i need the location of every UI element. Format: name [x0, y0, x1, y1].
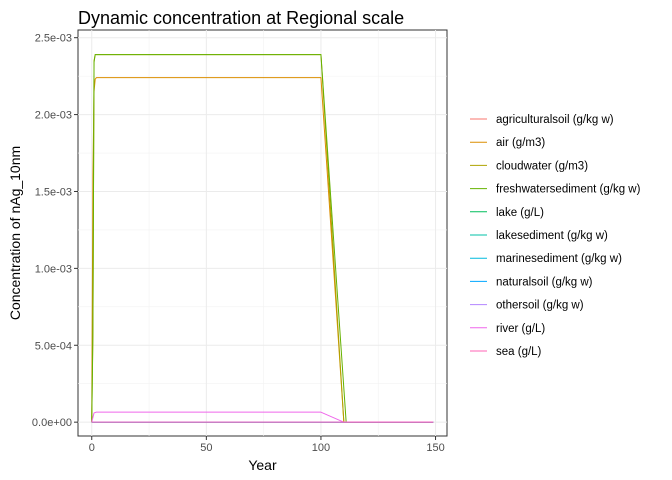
y-tick-label: 0.0e+00	[32, 417, 72, 429]
legend-label: lakesediment (g/kg w)	[496, 230, 608, 242]
x-tick-label: 100	[312, 442, 330, 454]
series-line	[91, 54, 434, 423]
legend-label: sea (g/L)	[496, 346, 542, 358]
legend-label: agriculturalsoil (g/kg w)	[496, 114, 614, 126]
y-tick-label: 5.0e-04	[35, 340, 72, 352]
y-axis-title: Concentration of nAg_10nm	[7, 146, 23, 320]
x-tick-label: 150	[426, 442, 444, 454]
chart-title: Dynamic concentration at Regional scale	[78, 8, 404, 28]
x-axis-title: Year	[248, 457, 277, 473]
y-axis: 0.0e+00 5.0e-04 1.0e-03 1.5e-03 2.0e-03 2.5e-…	[32, 33, 78, 429]
x-tick-label: 50	[200, 442, 212, 454]
y-tick-label: 2.5e-03	[35, 33, 72, 45]
plot-border	[77, 29, 448, 437]
y-tick-label: 1.0e-03	[35, 263, 72, 275]
legend-label: naturalsoil (g/kg w)	[496, 276, 593, 288]
y-tick-label: 1.5e-03	[35, 186, 72, 198]
legend: agriculturalsoil (g/kg w) air (g/m3) cloud…	[470, 114, 641, 358]
x-tick-label: 0	[89, 442, 95, 454]
plot-panel	[77, 29, 448, 437]
legend-label: lake (g/L)	[496, 207, 544, 219]
legend-label: river (g/L)	[496, 323, 545, 335]
legend-label: cloudwater (g/m3)	[496, 160, 588, 172]
legend-label: air (g/m3)	[496, 137, 545, 149]
series-lines	[91, 54, 434, 423]
x-axis: 0 50 100 150	[89, 436, 445, 454]
legend-label: freshwatersediment (g/kg w)	[496, 184, 641, 196]
y-tick-label: 2.0e-03	[35, 110, 72, 122]
legend-label: othersoil (g/kg w)	[496, 300, 584, 312]
legend-label: marinesediment (g/kg w)	[496, 253, 622, 265]
